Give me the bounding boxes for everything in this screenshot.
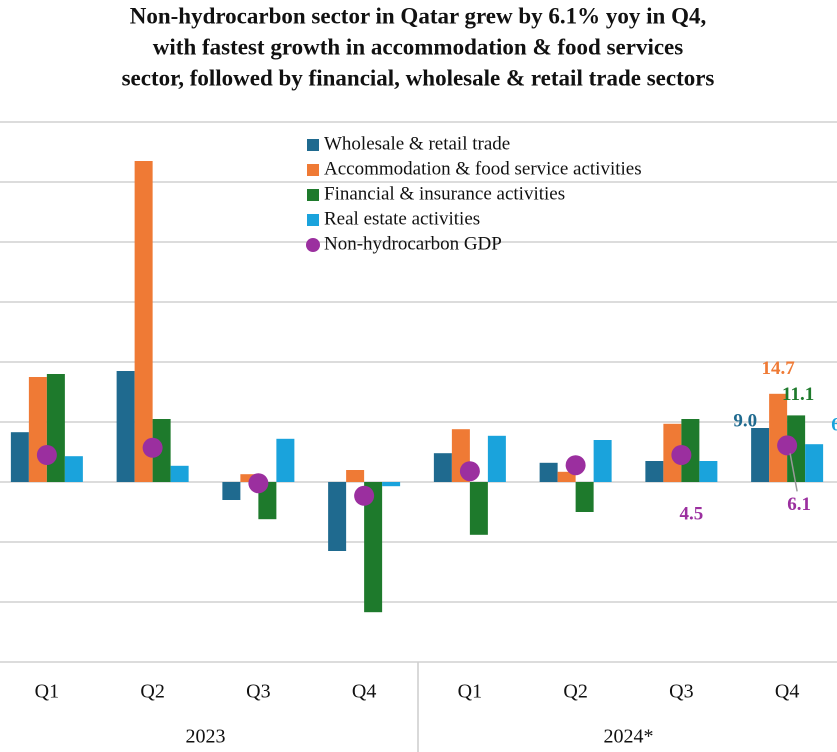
value-label: 9.0: [733, 410, 757, 431]
value-label: 6.3: [831, 415, 837, 436]
value-label: 6.1: [787, 494, 811, 515]
gdp-marker: [671, 445, 692, 465]
gdp-marker: [777, 435, 798, 456]
x-group-label: 2024*: [604, 726, 654, 748]
legend-label: Non-hydrocarbon GDP: [324, 233, 502, 254]
bar: [433, 453, 452, 482]
x-tick-label: Q4: [352, 681, 376, 703]
bar: [593, 440, 612, 482]
bar: [276, 438, 295, 482]
bar: [364, 482, 383, 613]
x-tick-label: Q3: [669, 681, 693, 703]
legend-swatch: [307, 139, 319, 151]
x-tick-label: Q1: [35, 681, 59, 703]
value-label: 11.1: [782, 384, 814, 405]
bar: [46, 374, 65, 482]
leader-line: [789, 453, 798, 492]
bar: [328, 482, 347, 551]
chart-title: Non-hydrocarbon sector in Qatar grew by …: [130, 3, 707, 28]
bar: [751, 428, 770, 482]
bar: [10, 432, 29, 482]
value-label: 14.7: [762, 358, 796, 379]
gdp-marker: [248, 473, 269, 494]
bar: [557, 471, 576, 482]
bar: [240, 474, 259, 482]
bar: [134, 161, 153, 482]
legend-marker: [306, 238, 320, 252]
bar: [681, 419, 700, 482]
legend-swatch: [307, 189, 319, 201]
x-tick-label: Q4: [775, 681, 799, 703]
legend-swatch: [307, 214, 319, 226]
legend-swatch: [307, 164, 319, 176]
bar: [539, 462, 558, 482]
value-label: 4.5: [680, 503, 704, 524]
gdp-marker: [36, 445, 57, 465]
bar: [645, 461, 664, 482]
bar: [64, 456, 83, 482]
bar: [382, 482, 401, 487]
bar: [575, 482, 594, 512]
bar: [769, 393, 788, 482]
gdp-marker: [354, 485, 375, 506]
bar: [28, 377, 47, 482]
bar: [805, 444, 824, 482]
x-tick-label: Q2: [140, 681, 164, 703]
bar: [699, 461, 718, 482]
legend-label: Accommodation & food service activities: [324, 158, 642, 179]
x-group-label: 2023: [186, 726, 226, 748]
gdp-marker: [459, 461, 480, 482]
x-tick-label: Q3: [246, 681, 270, 703]
chart-title: with fastest growth in accommodation & f…: [153, 34, 683, 59]
bar: [170, 465, 189, 482]
x-tick-label: Q2: [563, 681, 587, 703]
bar: [346, 470, 365, 482]
legend-label: Wholesale & retail trade: [324, 133, 510, 154]
bar: [487, 435, 506, 482]
x-tick-label: Q1: [458, 681, 482, 703]
bar: [469, 482, 488, 535]
gdp-marker: [565, 455, 586, 476]
bar: [222, 482, 241, 500]
bar: [116, 371, 135, 482]
legend-label: Financial & insurance activities: [324, 183, 565, 204]
legend-label: Real estate activities: [324, 208, 480, 229]
chart-title: sector, followed by financial, wholesale…: [122, 65, 715, 90]
gdp-marker: [142, 437, 163, 458]
